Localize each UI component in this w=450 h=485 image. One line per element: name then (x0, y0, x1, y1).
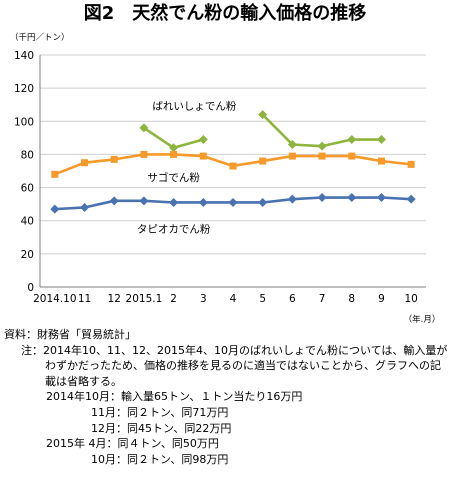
series-1 (51, 150, 415, 178)
data-point (377, 157, 385, 165)
data-point (50, 204, 60, 214)
data-point (170, 150, 178, 158)
data-point (81, 159, 89, 167)
x-tick-label: 4 (230, 293, 237, 305)
data-point (407, 160, 415, 168)
data-point (110, 155, 118, 163)
data-point (406, 194, 416, 204)
data-point (139, 196, 149, 206)
x-tick-label: 11 (78, 293, 91, 305)
data-point (229, 162, 237, 170)
data-point (287, 139, 297, 149)
data-series (50, 110, 416, 214)
x-tick-label: 2015.1 (126, 293, 163, 305)
y-tick-label: 120 (14, 83, 34, 95)
data-point (109, 196, 119, 206)
data-point (318, 152, 326, 160)
y-tick-label: 80 (21, 149, 34, 161)
series-label: サゴでん粉 (147, 171, 200, 184)
x-tick-label: 2 (170, 293, 177, 305)
data-point (259, 157, 267, 165)
data-point (347, 193, 357, 203)
x-axis-unit: （年.月） (404, 314, 441, 325)
y-tick-label: 20 (21, 249, 34, 261)
data-point (258, 197, 268, 207)
data-point (169, 143, 179, 153)
data-point (258, 110, 268, 120)
data-point (198, 135, 208, 145)
data-point (376, 135, 386, 145)
y-tick-label: 60 (21, 183, 34, 195)
y-tick-label: 100 (14, 116, 34, 128)
source-note: 資料：財務省「貿易統計」 (4, 328, 136, 341)
note-text: 注：2014年10、11、12、2015年4、10月のばれいしょでん粉については… (21, 343, 448, 388)
y-tick-label: 0 (27, 282, 34, 294)
x-tick-label: 2014.10 (33, 293, 76, 305)
data-point (198, 197, 208, 207)
y-tick-label: 40 (21, 216, 34, 228)
x-tick-label: 9 (378, 293, 385, 305)
series-0 (139, 110, 386, 153)
x-tick-label: 12 (108, 293, 121, 305)
data-point (287, 194, 297, 204)
y-axis-unit: （千円／トン） (10, 32, 70, 43)
data-point (348, 152, 356, 160)
data-point (347, 135, 357, 145)
x-tick-label: 3 (200, 293, 207, 305)
y-tick-label: 140 (14, 50, 34, 62)
chart-title: 図2 天然でん粉の輸入価格の推移 (83, 3, 367, 24)
series-label: ばれいしょでん粉 (152, 100, 236, 113)
gridlines (39, 54, 426, 288)
data-point (376, 193, 386, 203)
data-point (80, 202, 90, 212)
x-tick-label: 7 (319, 293, 326, 305)
x-tick-label: 10 (404, 293, 417, 305)
data-point (317, 141, 327, 151)
x-tick-label: 5 (259, 293, 266, 305)
x-axis-ticks: 2014.10 11 12 2015.1 2 3 4 5 6 7 8 9 10 (33, 293, 418, 305)
note-detail: 2014年10月：輸入量65トン、１トン当たり16万円 (46, 390, 303, 404)
note-detail: 12月：同45トン、同22万円 (91, 421, 232, 435)
data-point (228, 197, 238, 207)
note-detail: 10月：同２トン、同98万円 (91, 452, 229, 466)
data-point (199, 152, 207, 160)
data-point (140, 150, 148, 158)
x-tick-label: 6 (289, 293, 296, 305)
notes-block: 資料：財務省「貿易統計」 注：2014年10、11、12、2015年4、10月の… (4, 327, 448, 467)
series-label: タピオカでん粉 (137, 222, 211, 235)
data-point (139, 123, 149, 133)
series-2 (50, 193, 416, 214)
data-point (317, 193, 327, 203)
data-point (51, 170, 59, 178)
data-point (288, 152, 296, 160)
x-tick-label: 8 (348, 293, 355, 305)
series-line (261, 113, 382, 148)
data-point (169, 197, 179, 207)
y-axis-ticks: 0 20 40 60 80 100 120 140 (14, 50, 34, 294)
note-detail: 11月：同２トン、同71万円 (91, 405, 229, 419)
note-detail: 2015年 4月：同４トン、同50万円 (46, 437, 219, 451)
